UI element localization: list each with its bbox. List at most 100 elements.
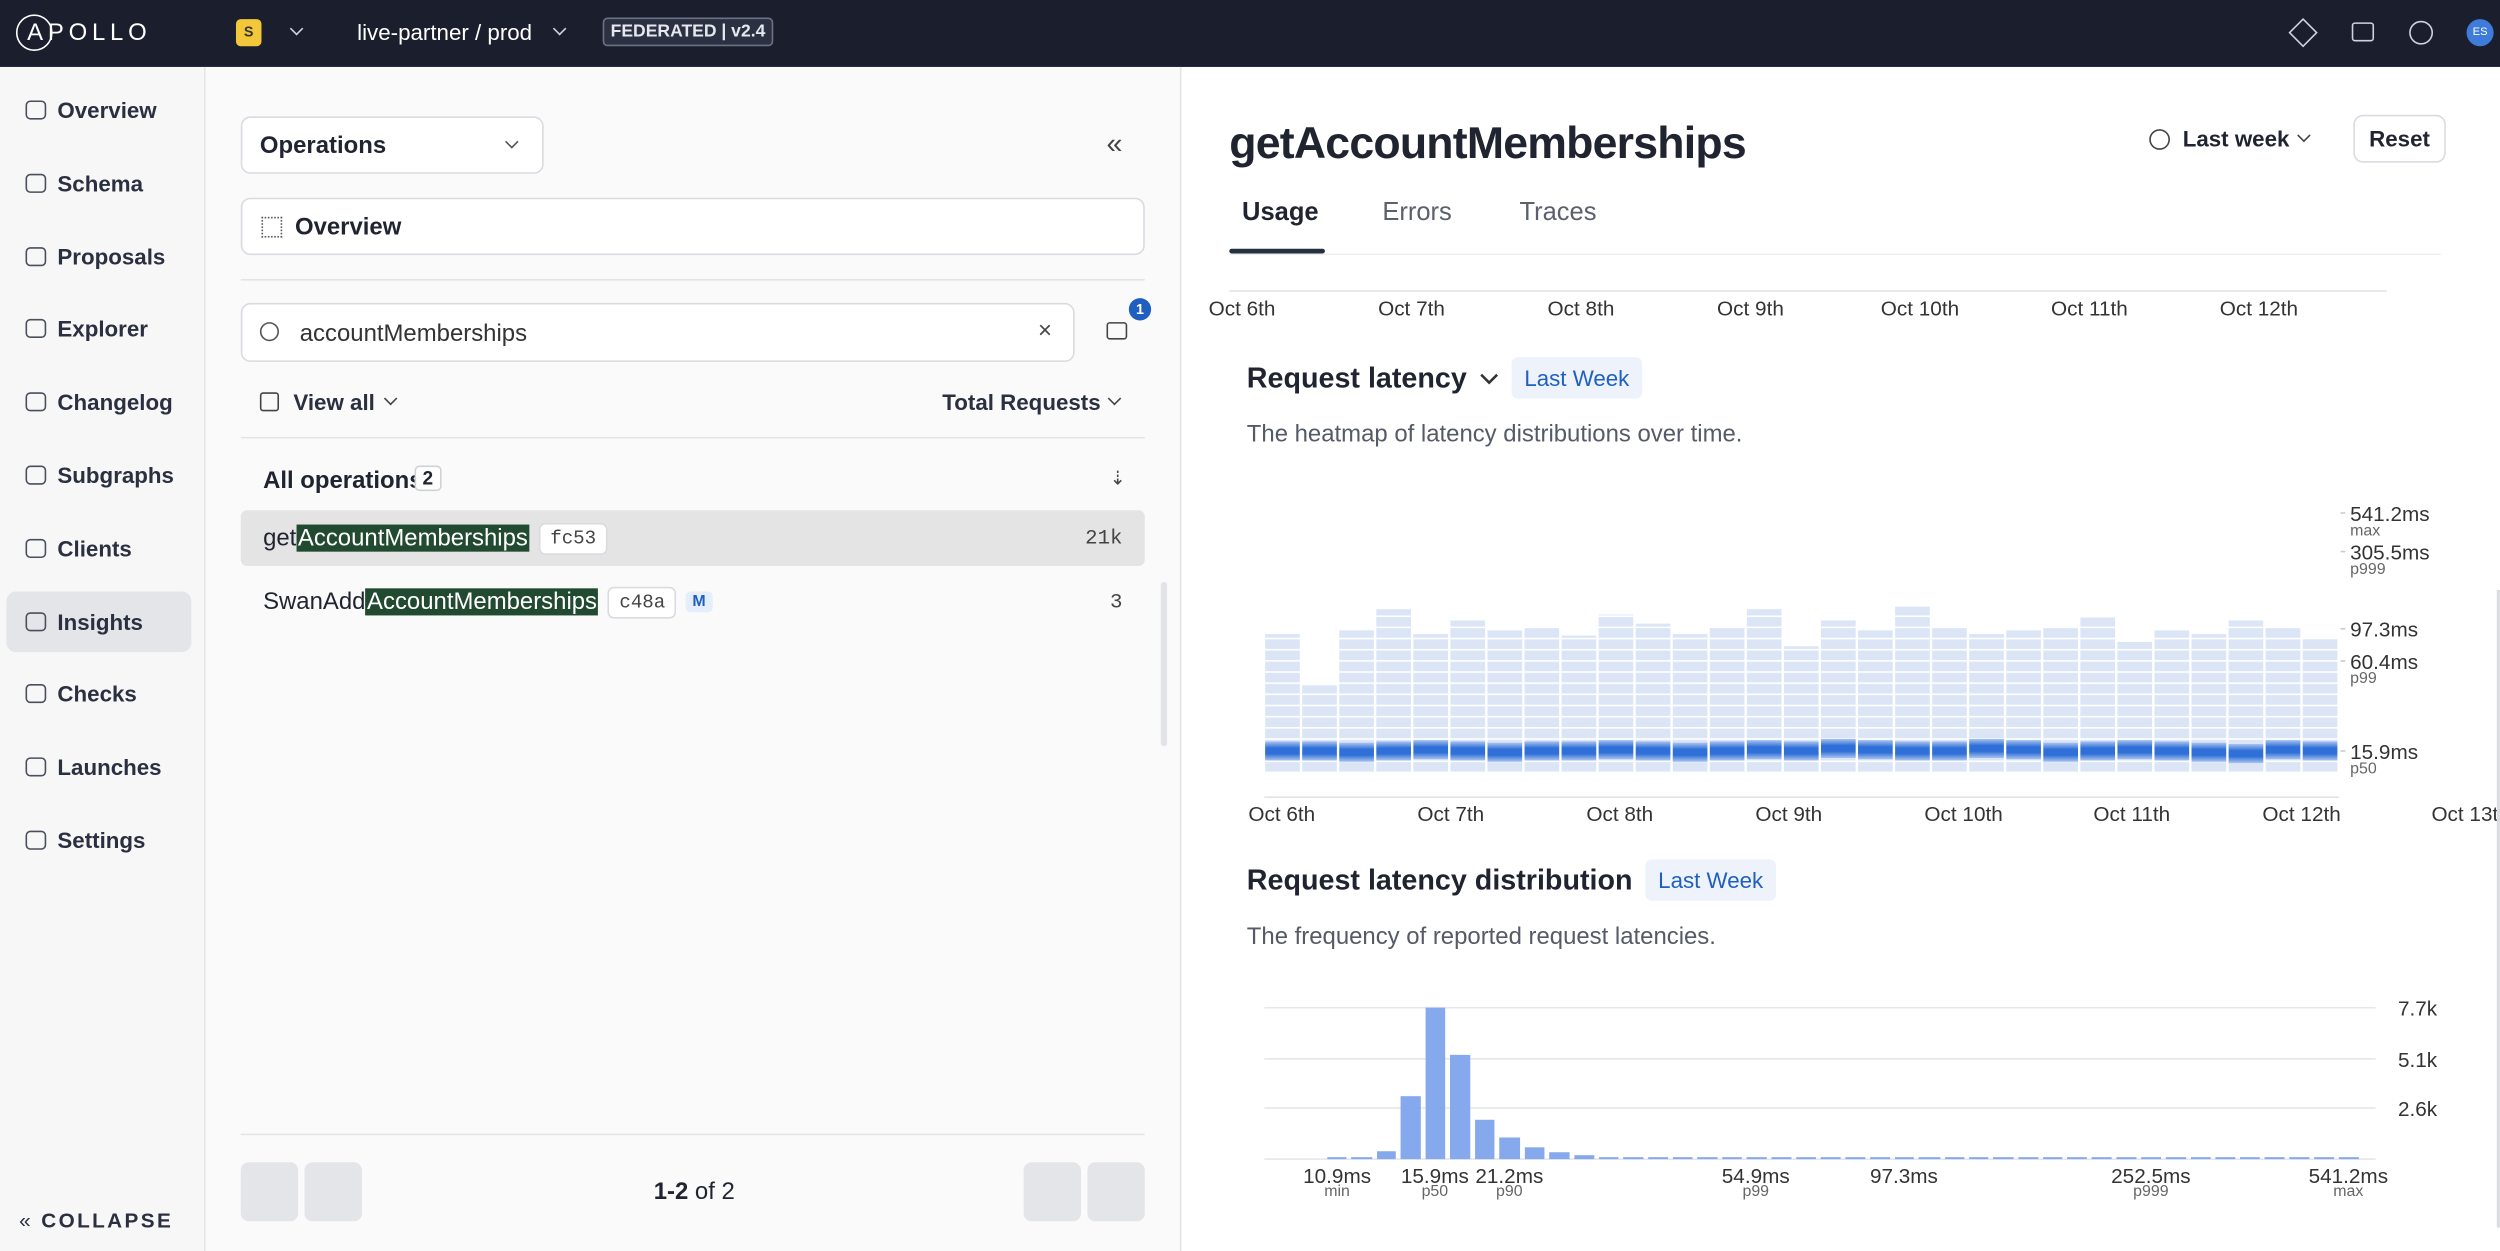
filter-icon[interactable] — [1106, 322, 1128, 340]
p50-band — [1339, 742, 1374, 762]
nav-label: Changelog — [57, 389, 173, 415]
x-tick-label: Oct 10th — [1924, 803, 2002, 826]
last-page[interactable] — [1087, 1162, 1145, 1222]
prev-page[interactable] — [304, 1162, 362, 1222]
operation-type: M — [686, 591, 713, 613]
collapse[interactable]: « COLLAPSE — [19, 1208, 174, 1233]
bar — [1894, 1157, 1914, 1160]
nav-label: Launches — [57, 754, 162, 780]
logo[interactable]: APOLLO — [27, 19, 152, 47]
page-scrollbar — [2496, 589, 2500, 1228]
operations-dropdown[interactable]: Operations — [240, 116, 544, 174]
operation-prefix: get — [263, 524, 297, 552]
p50-band — [1783, 741, 1819, 761]
divider — [240, 279, 1145, 281]
tab[interactable]: Usage — [1242, 199, 1319, 227]
p50-band — [1561, 741, 1597, 761]
x-tick-note: p50 — [1422, 1183, 1449, 1200]
axis-label: Oct 9th — [1717, 296, 1784, 321]
bar — [1697, 1157, 1718, 1160]
overview-button[interactable]: Overview — [240, 197, 1145, 256]
search-box[interactable]: accountMemberships × — [240, 302, 1075, 362]
next-page[interactable] — [1023, 1162, 1081, 1222]
charts: Request latency Last Week The heatmap of l… — [1247, 357, 2500, 1200]
nav-item[interactable]: Clients — [6, 518, 191, 579]
graph-selector[interactable]: live-partner / prod — [357, 19, 533, 45]
sort-selector[interactable]: Total Requests — [942, 389, 1101, 415]
p50-band — [2006, 740, 2041, 760]
nav-item[interactable]: Settings — [6, 810, 191, 871]
sort-order[interactable]: ⇣ — [1109, 467, 1126, 490]
nav-icon — [25, 757, 47, 777]
bar — [1377, 1151, 1396, 1160]
bar — [1969, 1157, 1989, 1160]
bar — [1623, 1157, 1644, 1160]
x-tick-label: Oct 7th — [1417, 803, 1484, 826]
bar — [2215, 1157, 2236, 1160]
chart-subtitle: The frequency of reported request latenc… — [1247, 923, 1716, 950]
filter-count: 1 — [1128, 298, 1152, 321]
icon[interactable] — [2409, 20, 2434, 45]
nav-item[interactable]: Overview — [6, 80, 191, 141]
time-range[interactable]: Last week — [2182, 125, 2290, 152]
tab[interactable]: Errors — [1382, 199, 1452, 227]
view-all[interactable]: View all — [293, 389, 375, 415]
x-tick-label: Oct 6th — [1248, 803, 1315, 826]
operation-row[interactable]: SwanAdd AccountMemberships c48a M 3 — [241, 574, 1145, 630]
clear-search[interactable]: × — [1037, 317, 1052, 345]
nav-item[interactable]: Schema — [6, 153, 191, 214]
axis-label: Oct 11th — [2051, 296, 2128, 321]
page-range: 1-2 — [653, 1178, 689, 1206]
nav-item[interactable]: Launches — [6, 737, 191, 798]
divider — [240, 1133, 1145, 1136]
bar — [1672, 1157, 1693, 1160]
operation-match: AccountMemberships — [296, 524, 530, 552]
operation-row[interactable]: get AccountMemberships fc53 21k — [240, 510, 1145, 567]
tab[interactable]: Traces — [1519, 199, 1597, 227]
chart-title: Request latency distribution — [1247, 865, 1633, 897]
nav-item[interactable]: Explorer — [6, 299, 191, 360]
bar — [1524, 1147, 1545, 1160]
nav-item[interactable]: Proposals — [6, 226, 191, 287]
nav-item[interactable]: Checks — [6, 664, 191, 725]
bar — [2240, 1157, 2260, 1160]
bar — [1549, 1152, 1570, 1160]
p50-band — [1524, 741, 1560, 761]
p50-band — [1672, 742, 1708, 762]
x-tick-label: Oct 13th — [2431, 803, 2500, 826]
x-tick-label: Oct 11th — [2093, 803, 2170, 826]
first-page[interactable] — [240, 1162, 299, 1222]
bar — [1400, 1096, 1421, 1160]
org-badge[interactable]: S — [235, 19, 262, 47]
collapse-panel[interactable]: « — [1106, 127, 1123, 160]
collapse-label: COLLAPSE — [41, 1208, 174, 1233]
bar — [2018, 1157, 2039, 1160]
avatar[interactable]: ES — [2466, 19, 2494, 47]
bar — [1945, 1157, 1965, 1160]
p50-band — [1265, 741, 1300, 761]
nav-icon — [25, 465, 47, 485]
icon — [261, 216, 283, 238]
nav-item[interactable]: Changelog — [6, 372, 191, 433]
nav-label: Schema — [57, 170, 144, 196]
nav-icon — [25, 392, 47, 412]
p50-band — [2302, 741, 2338, 761]
icon[interactable] — [2288, 18, 2318, 48]
nav-item[interactable]: Insights — [6, 590, 192, 652]
icon[interactable] — [2351, 22, 2375, 42]
reset-button[interactable]: Reset — [2353, 114, 2446, 163]
y-tick-label: 15.9ms — [2350, 741, 2418, 764]
x-tick-label: 252.5ms — [2111, 1165, 2190, 1188]
p50-band — [2043, 742, 2078, 762]
bar — [2264, 1157, 2285, 1160]
nav-item[interactable]: Subgraphs — [6, 445, 191, 506]
p50-band — [2265, 740, 2301, 760]
y-tick-label: 97.3ms — [2350, 619, 2418, 642]
icon — [259, 392, 280, 412]
p50-band — [2080, 741, 2116, 761]
list-count: 2 — [414, 465, 442, 492]
tabs: Usage Errors Traces — [1229, 195, 2442, 256]
bar — [1845, 1157, 1866, 1160]
nav-label: Explorer — [57, 316, 148, 342]
